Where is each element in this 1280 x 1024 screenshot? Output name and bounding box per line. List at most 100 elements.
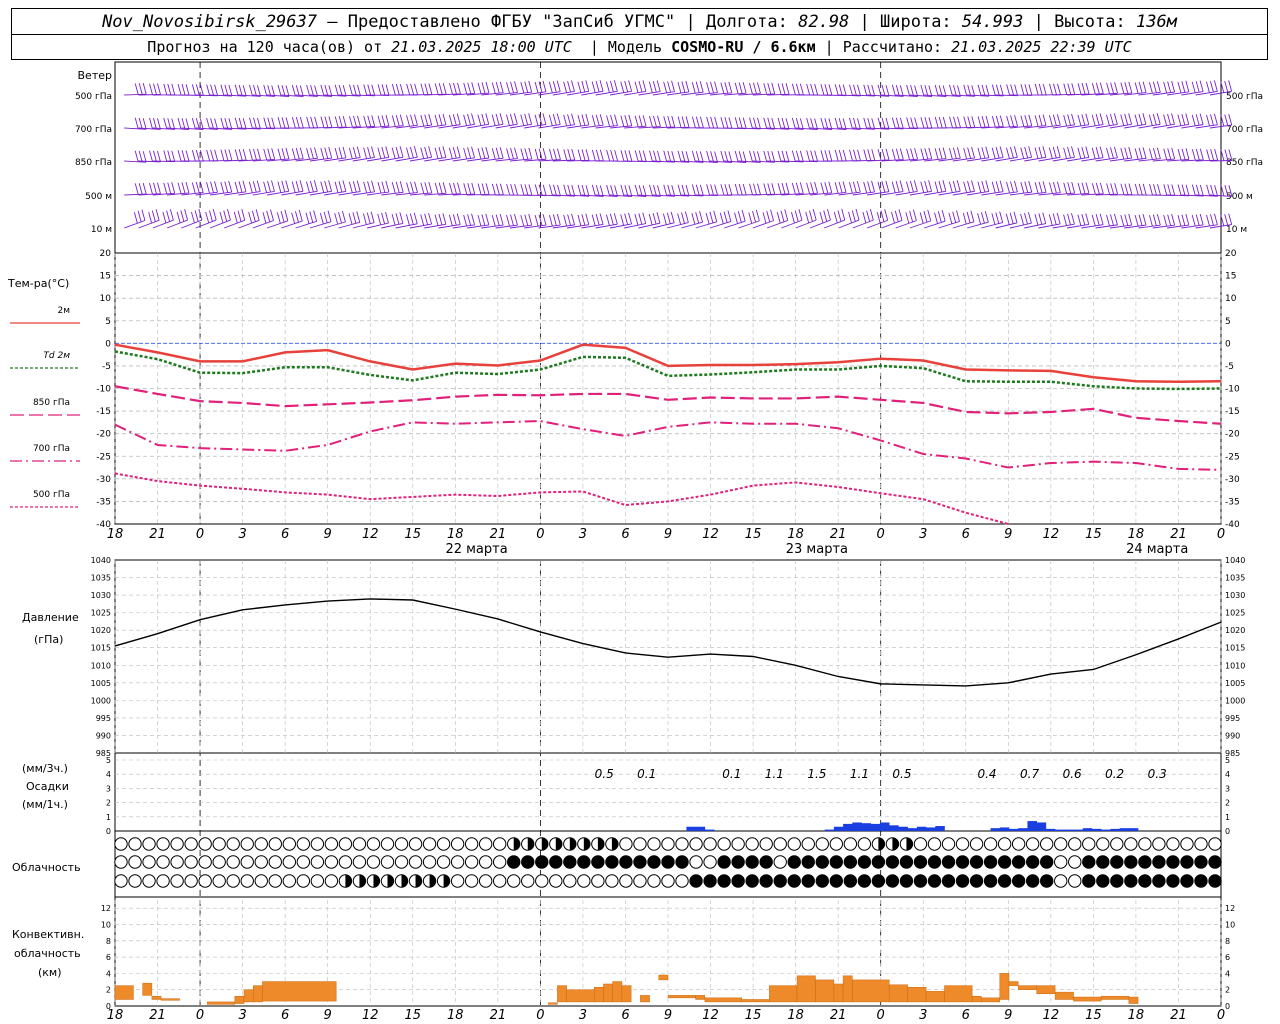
wind-barb xyxy=(538,124,561,129)
wind-barb xyxy=(767,160,790,163)
wind-barb xyxy=(895,127,918,130)
wind-barb xyxy=(324,126,347,129)
wind-barb-feather xyxy=(738,183,743,196)
lon-value: 82.98 xyxy=(798,12,850,32)
wind-barb-feather xyxy=(881,148,886,161)
wind-barb-feather xyxy=(1028,114,1033,126)
wind-barb xyxy=(409,124,432,129)
wind-barb xyxy=(952,94,975,97)
wind-barb-feather xyxy=(1191,114,1196,126)
wind-barb xyxy=(524,158,547,162)
wind-barb xyxy=(809,127,832,130)
hour-label: 12 xyxy=(1043,527,1060,542)
cloud-symbol-fill xyxy=(359,874,366,888)
wind-barb-feather xyxy=(634,184,639,197)
wind-barb-feather xyxy=(820,150,825,162)
wind-barb-feather xyxy=(866,210,871,222)
wind-barb-feather xyxy=(571,185,576,197)
wind-barb-feather xyxy=(667,150,672,163)
wind-barb xyxy=(695,92,718,96)
hour-label-bottom: 6 xyxy=(962,1008,970,1023)
wind-barb-feather xyxy=(867,84,872,97)
wind-barb xyxy=(767,127,790,130)
wind-barb-feather xyxy=(169,209,174,221)
precip-bar xyxy=(935,826,945,831)
cloud-symbol-fill xyxy=(569,837,577,851)
wind-barb-feather xyxy=(1056,114,1061,126)
wind-barb-feather xyxy=(1052,213,1057,225)
conv-cloud-bar xyxy=(1100,995,1130,1000)
wind-barb-feather xyxy=(1052,114,1057,126)
wind-barb-feather xyxy=(591,214,596,226)
wind-barb-feather xyxy=(1157,184,1161,196)
wind-barb-feather xyxy=(514,183,519,196)
wind-barb-feather xyxy=(891,148,896,161)
wind-barb xyxy=(552,159,575,162)
wind-barb-feather xyxy=(871,180,876,193)
wind-barb-feather xyxy=(785,182,790,195)
wind-barb-feather xyxy=(223,210,228,222)
temp-tick-label-right: 20 xyxy=(1225,249,1237,259)
wind-barb xyxy=(895,190,918,196)
cloud-symbol-fill xyxy=(443,874,450,888)
pressure-tick-label-right: 1040 xyxy=(1225,556,1245,565)
wind-barb-feather xyxy=(910,148,915,160)
wind-barb-feather xyxy=(310,147,314,159)
wind-barb-feather xyxy=(824,118,829,130)
wind-barb-feather xyxy=(771,151,776,163)
wind-barb xyxy=(838,127,861,130)
wind-barb-feather xyxy=(324,85,329,97)
wind-barb-feather xyxy=(277,117,282,129)
wind-barb-feather xyxy=(1020,84,1025,96)
wind-barb xyxy=(995,222,1018,229)
wind-barb-feather xyxy=(406,83,411,96)
cloud-symbol xyxy=(212,855,226,869)
wind-barb xyxy=(124,93,147,96)
wind-barb xyxy=(309,157,332,162)
wind-barb-feather xyxy=(305,212,310,224)
wind-barb-feather xyxy=(467,147,472,159)
wind-barb-feather xyxy=(877,149,882,161)
wind-barb-feather xyxy=(242,148,247,161)
wind-barb-feather xyxy=(299,147,304,159)
wind-barb xyxy=(324,190,347,196)
wind-barb-feather xyxy=(1185,80,1190,92)
wind-barb-feather xyxy=(891,212,895,224)
station-name: Nov_Novosibirsk_29637 xyxy=(102,12,317,32)
conv-cloud-bar xyxy=(603,983,613,1003)
wind-barb-feather xyxy=(638,80,643,93)
wind-barb-feather xyxy=(1128,113,1133,125)
cloud-symbol xyxy=(633,837,647,851)
wind-barb-feather xyxy=(595,114,600,126)
cloud-symbol xyxy=(899,855,914,869)
wind-barb-feather xyxy=(999,211,1004,223)
wind-barb xyxy=(509,224,532,229)
wind-barb-feather xyxy=(1220,149,1225,161)
cloud-symbol xyxy=(703,855,717,869)
wind-barb-feather xyxy=(471,146,475,158)
wind-barb-feather xyxy=(270,209,274,221)
forecast-start: 21.03.2025 18:00 UTC xyxy=(391,38,572,56)
wind-barb-feather xyxy=(1191,184,1196,196)
wind-barb xyxy=(924,94,947,97)
wind-barb xyxy=(638,126,661,129)
wind-barb-feather xyxy=(528,147,533,160)
wind-barb-feather xyxy=(377,147,382,159)
cloud-symbol xyxy=(717,837,731,851)
wind-barb-feather xyxy=(277,181,282,193)
conv-cloud-bar xyxy=(888,984,908,1003)
wind-barb-feather xyxy=(628,212,632,225)
wind-barb xyxy=(838,94,861,97)
wind-barb-feather xyxy=(763,117,768,129)
day-label: 24 марта xyxy=(1126,542,1188,557)
wind-barb xyxy=(124,193,147,196)
wind-barb-feather xyxy=(1085,82,1090,95)
wind-barb-feather xyxy=(662,213,667,225)
hour-label: 3 xyxy=(579,527,587,542)
wind-barb xyxy=(981,157,1004,162)
wind-barb-feather xyxy=(210,118,215,130)
wind-barb-feather xyxy=(777,117,782,129)
conv-cloud-bar xyxy=(658,974,669,981)
wind-barb-feather xyxy=(895,181,900,193)
wind-barb-feather xyxy=(162,211,167,224)
